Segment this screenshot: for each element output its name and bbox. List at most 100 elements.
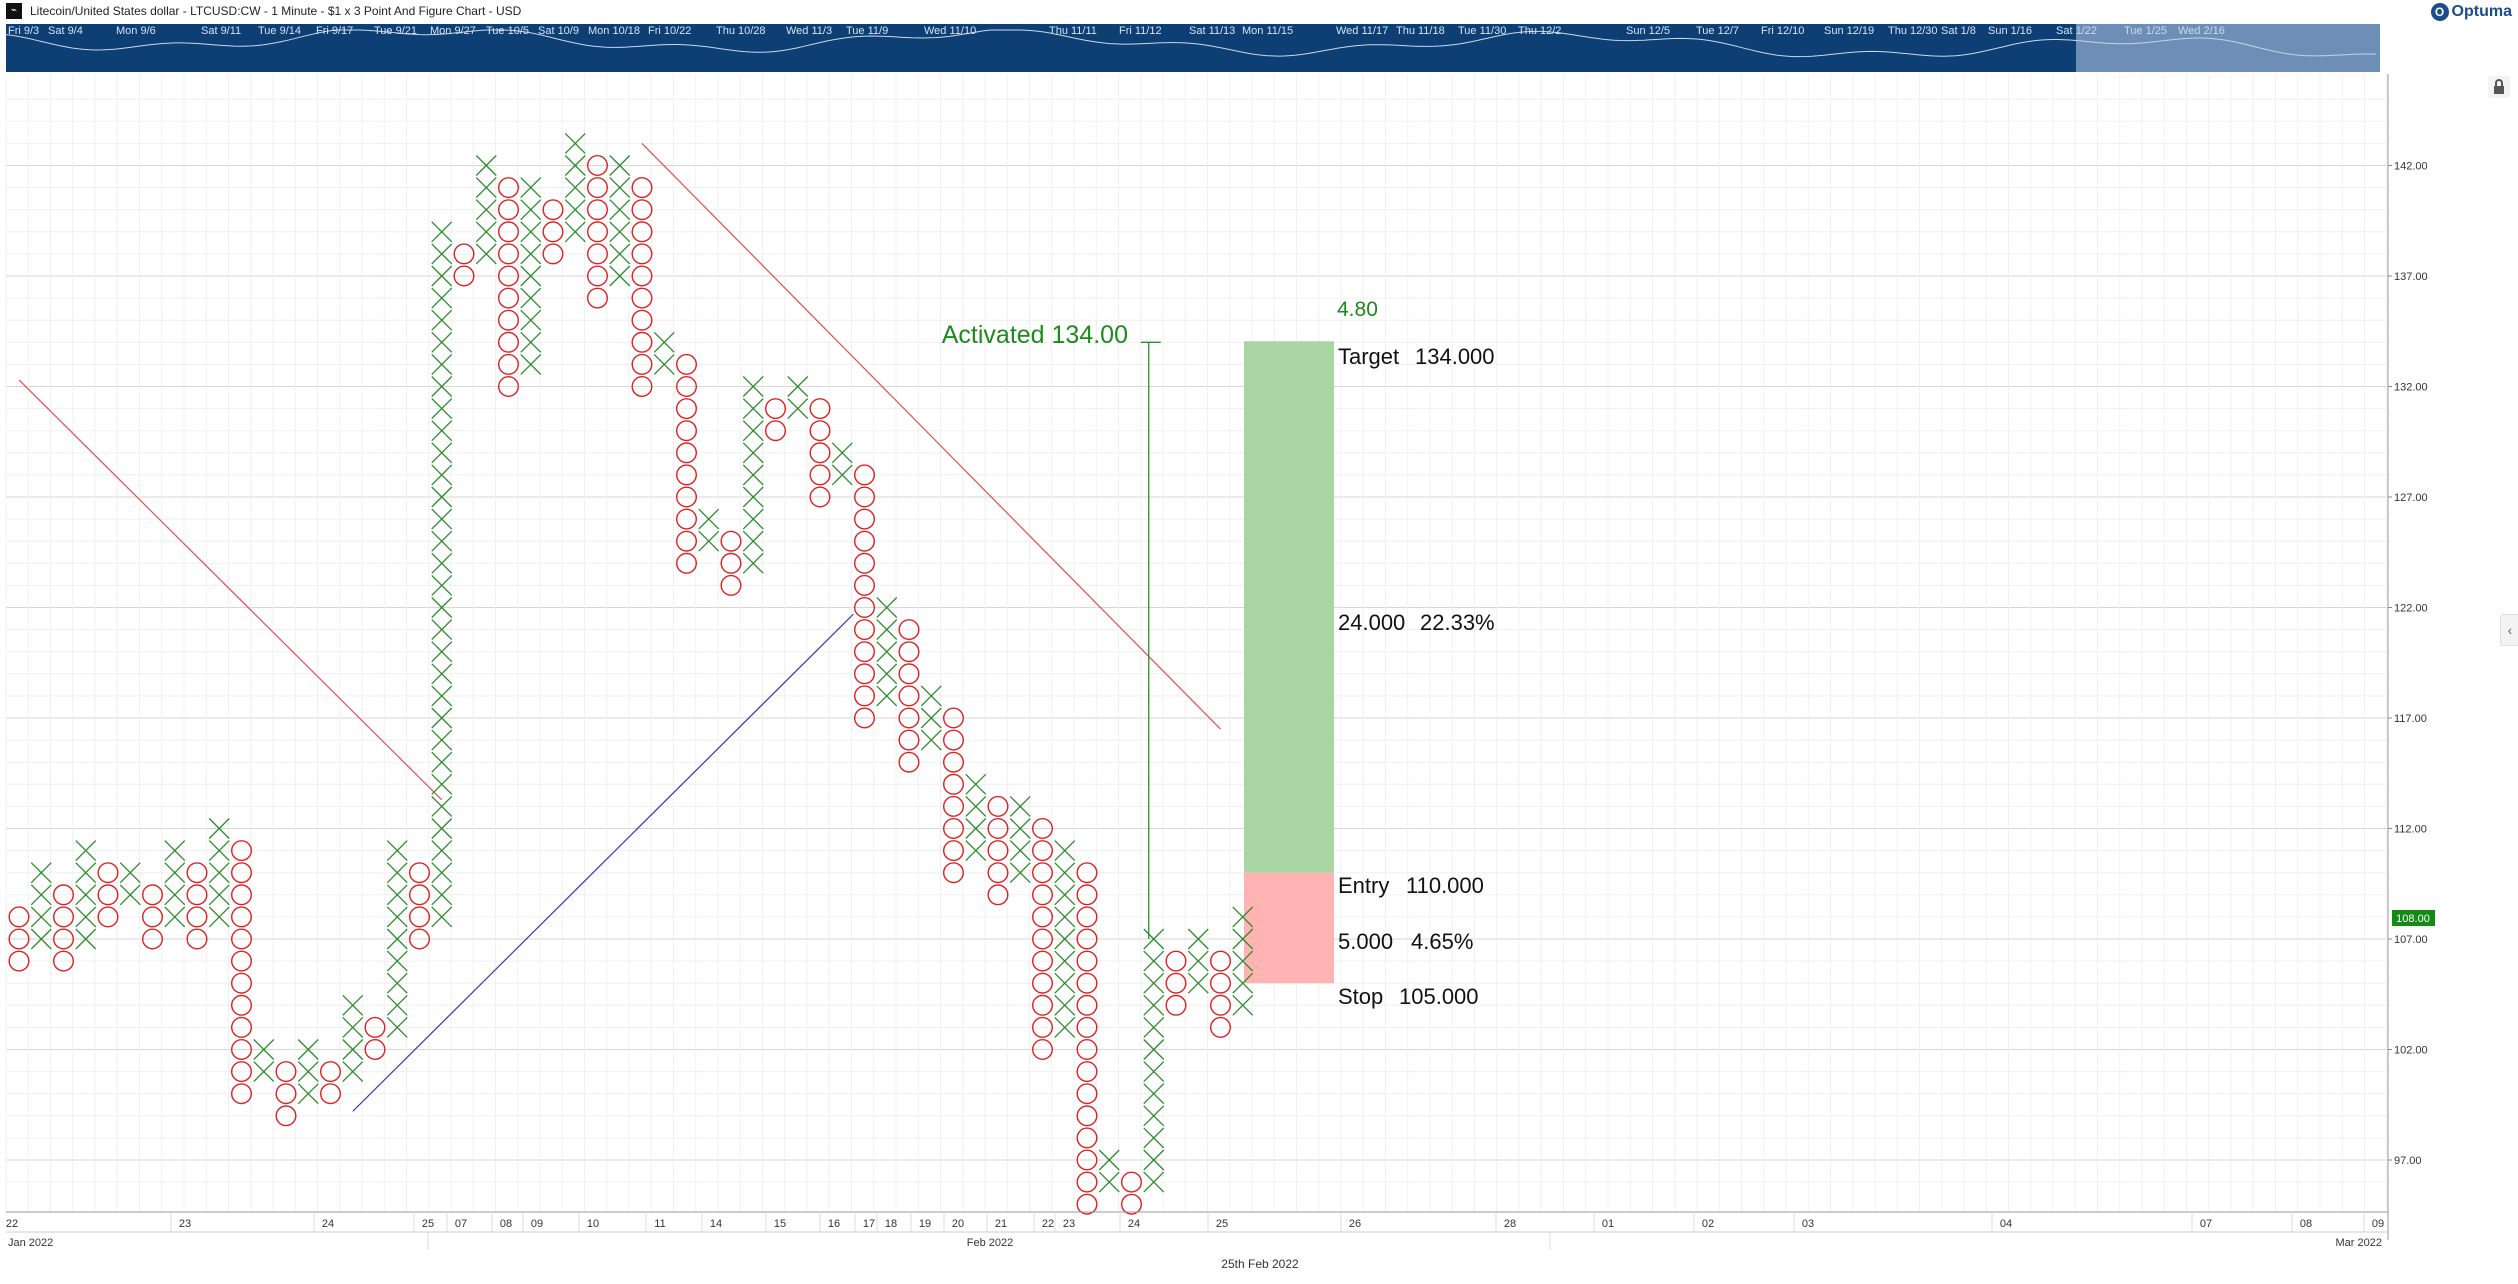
time-axis[interactable]: 22 23 24 25 07 08 09 10 11 14 15 16 17 18 19 20 21 22 23 24… bbox=[6, 1211, 2388, 1250]
o-box bbox=[498, 199, 520, 221]
x-box bbox=[609, 265, 631, 287]
x-box bbox=[1054, 972, 1076, 994]
reward-amount: 24.000 bbox=[1338, 610, 1405, 635]
o-box bbox=[230, 1083, 252, 1105]
entry-value: 110.000 bbox=[1406, 873, 1484, 898]
o-box bbox=[53, 884, 75, 906]
o-box bbox=[854, 663, 876, 685]
x-box bbox=[1143, 1039, 1165, 1060]
pnf-columns bbox=[8, 132, 1254, 1215]
navigator-date-label: Tue 9/21 bbox=[374, 25, 418, 37]
navigator-date-label: Mon 11/15 bbox=[1242, 25, 1294, 37]
o-box bbox=[587, 265, 609, 287]
optuma-logo: O Optuma bbox=[2430, 1, 2512, 23]
x-box bbox=[253, 1039, 275, 1060]
navigator-window[interactable] bbox=[2076, 24, 2380, 72]
o-box bbox=[898, 685, 920, 707]
x-tick-label: 07 bbox=[2200, 1218, 2212, 1230]
x-box bbox=[431, 442, 453, 464]
x-box bbox=[876, 619, 898, 641]
o-box bbox=[854, 464, 876, 486]
navigator-date-label: Thu 10/28 bbox=[716, 25, 766, 37]
x-box bbox=[431, 243, 453, 265]
lock-button[interactable] bbox=[2488, 76, 2510, 98]
x-box bbox=[1054, 994, 1076, 1016]
o-box bbox=[631, 331, 653, 353]
stop-label: Stop bbox=[1338, 984, 1383, 1009]
y-tick-label: 127.00 bbox=[2394, 492, 2428, 504]
x-box bbox=[208, 884, 230, 906]
navigator-date-label: Sat 10/9 bbox=[538, 25, 579, 37]
x-box bbox=[431, 309, 453, 331]
x-month-label: Mar 2022 bbox=[2336, 1237, 2382, 1249]
target-value: 134.000 bbox=[1415, 344, 1495, 369]
x-box bbox=[876, 685, 898, 707]
o-box bbox=[1209, 1016, 1231, 1038]
x-box bbox=[564, 177, 586, 199]
x-box bbox=[742, 442, 764, 464]
risk-percent: 4.65% bbox=[1411, 929, 1473, 954]
o-box bbox=[53, 928, 75, 950]
o-box bbox=[1076, 906, 1098, 928]
x-box bbox=[742, 552, 764, 574]
x-box bbox=[431, 884, 453, 906]
o-box bbox=[898, 641, 920, 663]
x-box bbox=[609, 177, 631, 199]
x-box bbox=[208, 840, 230, 862]
o-box bbox=[676, 442, 698, 464]
x-box bbox=[698, 508, 720, 530]
x-box bbox=[386, 862, 408, 884]
o-box bbox=[1165, 950, 1187, 972]
title-bar: ⌁ Litecoin/United States dollar - LTCUSD… bbox=[0, 0, 2518, 24]
o-box bbox=[631, 243, 653, 265]
navigator-date-label: Tue 11/9 bbox=[846, 25, 889, 37]
price-axis[interactable]: 142.00 137.00 132.00 127.00 122.00 117.00 112.… bbox=[2388, 161, 2428, 1168]
x-box bbox=[520, 287, 542, 309]
x-tick-label: 24 bbox=[1128, 1218, 1140, 1230]
time-navigator[interactable]: Fri 9/3 Sat 9/4 Mon 9/6 Sat 9/11 Tue 9/14 Fri… bbox=[6, 24, 2380, 72]
o-box bbox=[1031, 818, 1053, 840]
x-box bbox=[1187, 972, 1209, 994]
navigator-date-label: Sun 1/16 bbox=[1988, 25, 2033, 37]
x-tick-label: 28 bbox=[1504, 1218, 1516, 1230]
x-tick-label: 11 bbox=[654, 1218, 665, 1230]
x-box bbox=[342, 1016, 364, 1038]
x-box bbox=[475, 155, 497, 176]
x-box bbox=[831, 464, 853, 486]
x-tick-label: 20 bbox=[952, 1218, 964, 1230]
o-box bbox=[498, 353, 520, 375]
x-box bbox=[208, 906, 230, 928]
o-box bbox=[364, 1038, 386, 1060]
x-box bbox=[520, 177, 542, 199]
o-box bbox=[587, 154, 609, 176]
x-tick-label: 23 bbox=[1063, 1218, 1075, 1230]
x-box bbox=[342, 1039, 364, 1060]
navigator-date-label: Fri 10/22 bbox=[648, 25, 692, 37]
x-tick-label: 22 bbox=[1042, 1218, 1054, 1230]
o-box bbox=[186, 928, 208, 950]
x-box bbox=[431, 707, 453, 729]
navigator-date-label: Sat 9/11 bbox=[201, 25, 242, 37]
navigator-date-label: Tue 10/5 bbox=[486, 25, 530, 37]
x-box bbox=[520, 265, 542, 287]
collapse-panel-button[interactable]: ‹ bbox=[2500, 614, 2518, 646]
x-box bbox=[431, 287, 453, 309]
navigator-date-label: Sat 1/8 bbox=[1941, 25, 1976, 37]
o-box bbox=[676, 464, 698, 486]
y-tick-label: 142.00 bbox=[2394, 161, 2428, 173]
o-box bbox=[230, 1016, 252, 1038]
x-box bbox=[876, 597, 898, 618]
o-box bbox=[676, 398, 698, 420]
o-box bbox=[854, 597, 876, 619]
o-box bbox=[943, 707, 965, 729]
app-icon[interactable]: ⌁ bbox=[6, 3, 22, 19]
x-box bbox=[75, 906, 97, 928]
x-box bbox=[1143, 1149, 1165, 1171]
o-box bbox=[542, 199, 564, 221]
x-box bbox=[431, 221, 453, 243]
o-box bbox=[1076, 1061, 1098, 1083]
o-box bbox=[587, 243, 609, 265]
o-box bbox=[97, 906, 119, 928]
x-box bbox=[1232, 972, 1254, 994]
